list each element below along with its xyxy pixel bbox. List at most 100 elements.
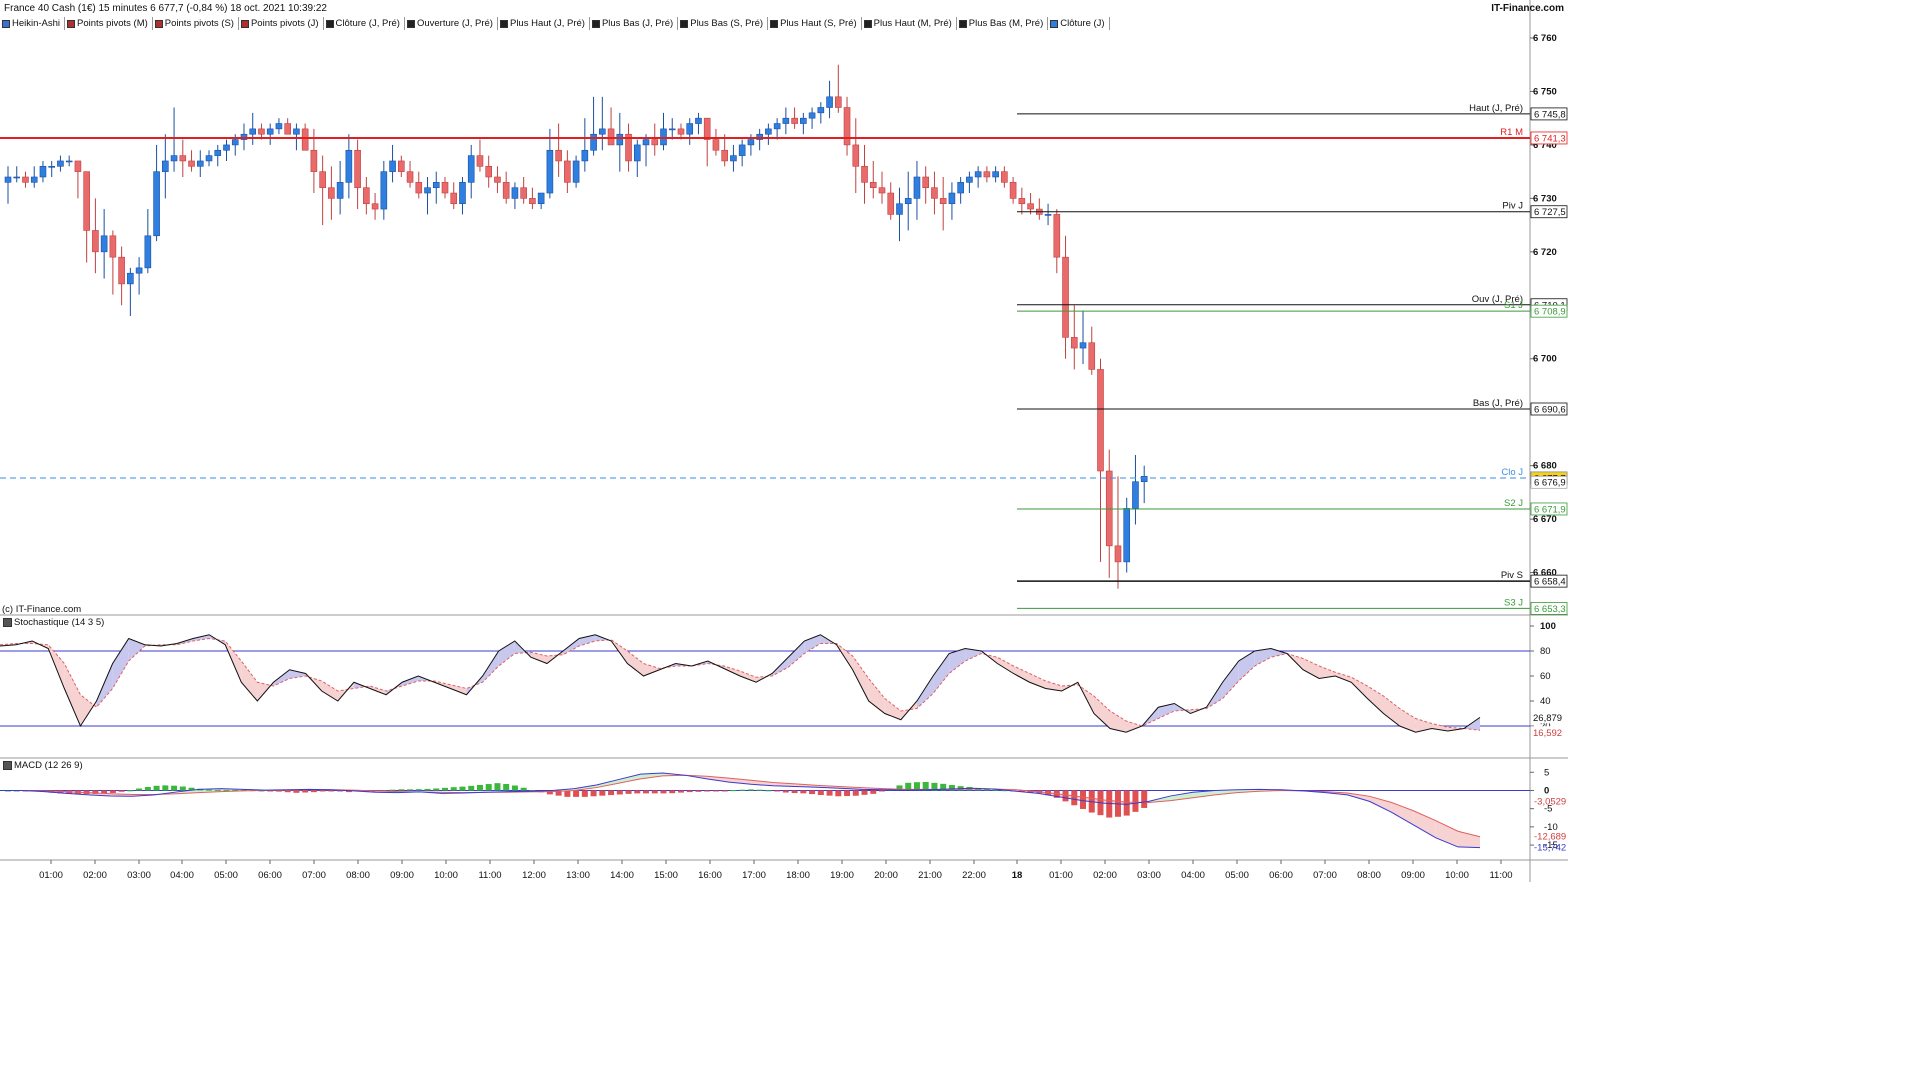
legend-swatch-icon [154,19,163,28]
candle-body [127,272,134,285]
candle-body [957,182,964,194]
legend-item[interactable]: Plus Haut (S, Pré) [768,17,862,30]
candle-body [555,149,562,162]
candle-body [231,139,239,146]
level-value-box [1530,304,1568,318]
stoch-fill [1158,703,1175,719]
legend-item[interactable]: Ouverture (J, Pré) [405,17,498,30]
macd-histogram-bar [459,786,466,791]
stoch-fill [450,684,467,695]
legend-item[interactable]: Plus Bas (S, Pré) [678,17,769,30]
level-label: Bas (J, Pré) [1473,398,1523,409]
stochastic-pane-label[interactable]: Stochastique (14 3 5) [3,617,104,628]
x-tick-label: 18:00 [786,870,810,881]
legend-label: Points pivots (M) [77,18,148,29]
candle-body [397,160,405,172]
candle-body [135,267,143,274]
candle-body [852,144,860,167]
macd-histogram-bar [407,789,414,791]
x-tick-label: 07:00 [302,870,326,881]
x-tick-label: 01:00 [1049,870,1073,881]
macd-histogram-bar [310,790,317,793]
macd-histogram-bar [660,790,667,794]
stoch-fill [1399,708,1416,733]
macd-histogram-bar [450,787,457,791]
candle-body [310,149,318,172]
candle-body [1097,369,1104,472]
candle-body [826,96,833,108]
candle-body [616,133,624,146]
macd-histogram-bar [852,790,859,796]
macd-histogram-bar [677,790,684,793]
candle-body [922,176,930,188]
x-tick-label: 02:00 [83,870,107,881]
candle-body [913,176,921,199]
macd-fill [1170,792,1193,801]
x-tick-label: 21:00 [918,870,942,881]
macd-histogram-bar [844,790,851,797]
candle-body [502,182,510,199]
candle-body [494,176,501,183]
stoch-d-value: 16,592 [1533,728,1562,739]
stoch-y-tick-label: 80 [1540,646,1551,657]
stoch-fill [193,634,210,641]
legend-item[interactable]: Points pivots (M) [65,17,153,30]
macd-histogram-bar [529,790,536,792]
level-value-label: 6 690,6 [1534,404,1566,415]
legend-item[interactable]: Plus Haut (J, Pré) [498,17,590,30]
candle-body [651,139,659,146]
stoch-fill [241,661,258,701]
stoch-fill [1093,696,1110,729]
legend-item[interactable]: Clôture (J, Pré) [324,17,405,30]
macd-histogram-bar [511,785,518,791]
legend-item[interactable]: Points pivots (J) [239,17,324,30]
macd-histogram-bar [171,785,178,791]
legend-item[interactable]: Clôture (J) [1048,17,1110,30]
macd-histogram-bar [913,782,920,791]
candle-body [22,176,29,183]
legend-item[interactable]: Plus Bas (J, Pré) [590,17,679,30]
macd-histogram-bar [608,790,615,796]
candle-body [633,144,641,162]
legend-item[interactable]: Plus Bas (M, Pré) [957,17,1049,30]
macd-histogram-bar [756,789,763,791]
macd-fill [618,774,641,784]
candle-body [415,182,423,194]
macd-histogram-bar [634,790,641,794]
macd-histogram-bar [206,789,213,791]
candle-body [4,176,12,183]
x-tick-label: 09:00 [1401,870,1425,881]
stoch-fill [80,694,97,726]
candle-body [1062,256,1069,338]
candle-body [642,139,650,146]
legend-swatch-icon [680,19,689,28]
x-tick-label: 18 [1012,870,1023,881]
x-tick-label: 10:00 [434,870,458,881]
macd-histogram-bar [328,790,335,792]
macd-histogram-bar [275,790,282,792]
stoch-fill [1383,696,1400,726]
candle-body [74,160,82,172]
macd-pane-label[interactable]: MACD (12 26 9) [3,760,83,771]
candle-body [1123,508,1131,563]
macd-histogram-bar [774,790,781,792]
macd-y-tick-label: -10 [1544,822,1558,833]
macd-histogram-bar [546,790,553,795]
stoch-fill [1254,648,1271,666]
macd-fill [1391,802,1414,826]
candle-body [668,128,676,131]
stoch-fill [1110,711,1127,733]
candle-body [581,149,589,162]
stoch-fill [1335,672,1352,683]
macd-histogram-bar [730,790,737,792]
candle-body [424,187,431,194]
legend-item[interactable]: Plus Haut (M, Pré) [862,17,957,30]
candle-body [660,128,667,146]
x-tick-label: 08:00 [346,870,370,881]
legend-swatch-icon [499,19,508,28]
legend-item[interactable]: Heikin-Ashi [0,17,66,30]
legend-item[interactable]: Points pivots (S) [153,17,239,30]
macd-y-tick-label: -15 [1544,840,1558,851]
macd-histogram-bar [616,790,623,795]
